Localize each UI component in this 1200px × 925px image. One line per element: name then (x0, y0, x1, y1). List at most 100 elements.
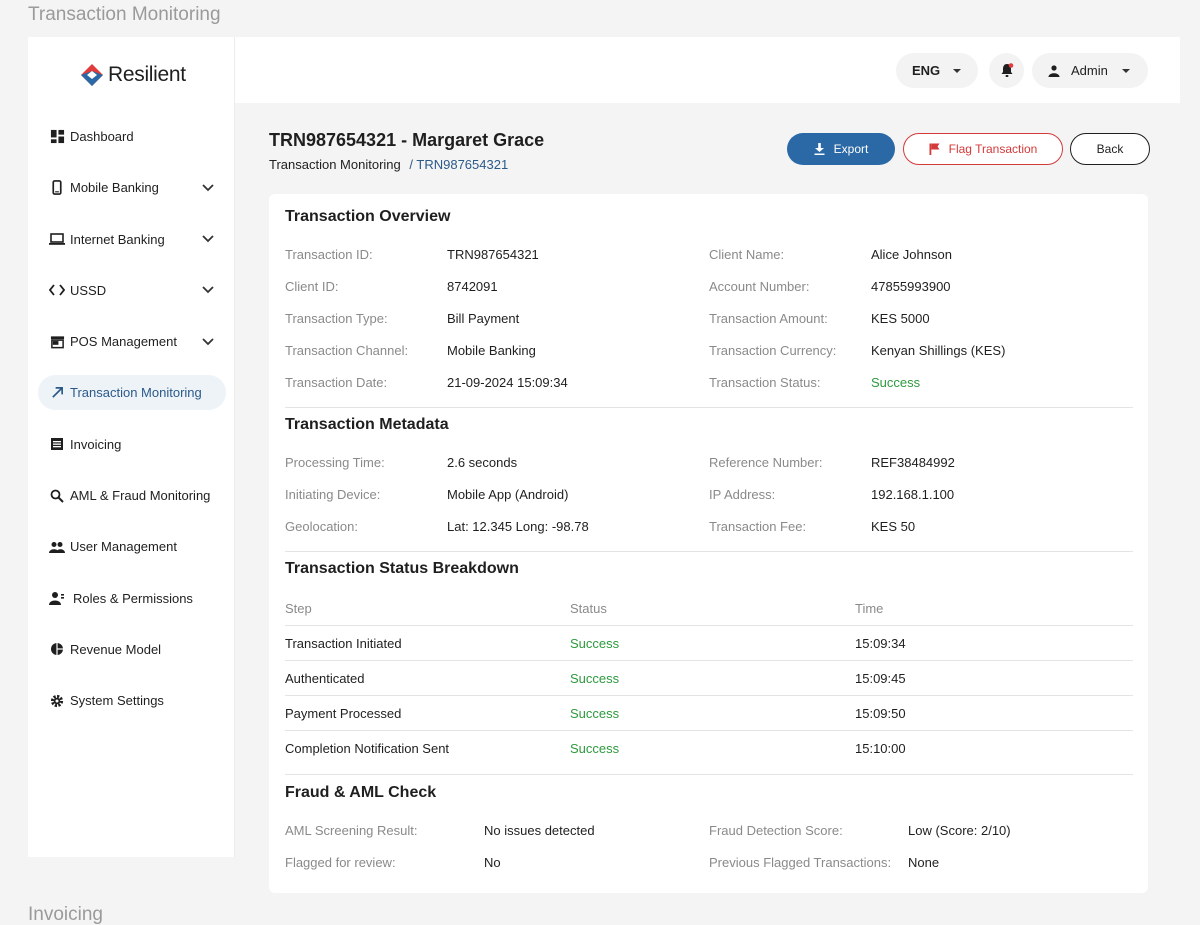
caret-down-icon (953, 68, 962, 73)
table-cell-status: Success (570, 741, 620, 756)
sidebar-item-label: User Management (70, 539, 177, 555)
table-cell-step: Authenticated (285, 671, 365, 686)
breadcrumb-parent[interactable]: Transaction Monitoring (269, 157, 401, 172)
bell-icon (1001, 63, 1013, 77)
field-label: Fraud Detection Score: (709, 823, 843, 838)
dashboard-icon (49, 129, 65, 145)
sidebar-item-revenue-model[interactable]: Revenue Model (38, 632, 226, 667)
store-icon (49, 334, 65, 350)
sidebar: Resilient Dashboard Mobile Banking Inter… (28, 37, 235, 857)
table-cell-time: 15:09:50 (855, 706, 906, 721)
field-label: Transaction Currency: (709, 343, 837, 358)
field-value: No issues detected (484, 823, 595, 838)
back-label: Back (1096, 142, 1124, 156)
field-label: Geolocation: (285, 519, 358, 534)
sidebar-item-roles-permissions[interactable]: Roles & Permissions (38, 581, 226, 616)
sidebar-item-label: POS Management (70, 334, 177, 350)
sidebar-item-transaction-monitoring[interactable]: Transaction Monitoring (38, 375, 226, 411)
back-button[interactable]: Back (1070, 133, 1150, 165)
sidebar-item-ussd[interactable]: USSD (38, 273, 226, 308)
export-button[interactable]: Export (787, 133, 895, 165)
breadcrumb: Transaction Monitoring / TRN987654321 (269, 157, 544, 172)
logo[interactable]: Resilient (80, 63, 186, 87)
user-name: Admin (1071, 63, 1108, 78)
pie-chart-icon (49, 641, 65, 657)
field-label: Initiating Device: (285, 487, 381, 502)
gear-icon (49, 693, 65, 709)
table-cell-status: Success (570, 671, 620, 686)
receipt-icon (49, 436, 65, 452)
chevron-down-icon[interactable] (202, 336, 214, 348)
user-menu[interactable]: Admin (1032, 53, 1148, 88)
field-label: AML Screening Result: (285, 823, 418, 838)
sidebar-item-label: Roles & Permissions (73, 590, 193, 606)
chevron-down-icon[interactable] (202, 182, 214, 194)
sidebar-item-system-settings[interactable]: System Settings (38, 683, 226, 718)
user-key-icon (49, 590, 65, 606)
sidebar-item-pos-management[interactable]: POS Management (38, 324, 226, 359)
field-value: No (484, 855, 501, 870)
sidebar-item-label: System Settings (70, 693, 164, 709)
section-title-fraud-aml: Fraud & AML Check (285, 784, 437, 801)
notifications-button[interactable] (989, 53, 1024, 88)
field-label: IP Address: (709, 487, 776, 502)
transaction-details-card: Transaction Overview Transaction ID: TRN9… (269, 194, 1148, 893)
users-icon (49, 539, 65, 555)
breadcrumb-separator: / (409, 157, 413, 172)
sidebar-item-label: Invoicing (70, 436, 122, 452)
sidebar-item-aml-fraud-monitoring[interactable]: AML & Fraud Monitoring (38, 478, 226, 513)
table-cell-status: Success (570, 636, 620, 651)
sidebar-item-label: Internet Banking (70, 231, 165, 247)
arrow-up-right-icon (49, 385, 65, 401)
chevron-down-icon[interactable] (202, 284, 214, 296)
field-label: Transaction Date: (285, 375, 388, 390)
page-label-top: Transaction Monitoring (28, 4, 221, 25)
sidebar-item-label: Transaction Monitoring (70, 385, 202, 401)
resilient-logo-icon (81, 64, 103, 86)
sidebar-item-internet-banking[interactable]: Internet Banking (38, 222, 226, 257)
field-value: 192.168.1.100 (871, 487, 955, 502)
download-icon (814, 143, 825, 155)
divider (285, 407, 1133, 408)
user-icon (1048, 64, 1060, 77)
field-value: TRN987654321 (447, 247, 539, 262)
table-divider (285, 625, 1133, 626)
field-value: Mobile Banking (447, 343, 536, 358)
table-cell-step: Payment Processed (285, 706, 402, 721)
page-title: TRN987654321 - Margaret Grace (269, 130, 545, 150)
breadcrumb-current: TRN987654321 (416, 157, 509, 172)
sidebar-item-label: Mobile Banking (70, 180, 159, 196)
column-header-status: Status (570, 601, 607, 616)
flag-icon (929, 143, 940, 155)
language-label: ENG (912, 63, 941, 78)
field-value: 47855993900 (871, 279, 951, 294)
flag-label: Flag Transaction (948, 142, 1038, 156)
page-label-bottom: Invoicing (28, 904, 103, 925)
search-icon (49, 488, 65, 504)
flag-transaction-button[interactable]: Flag Transaction (903, 133, 1063, 165)
field-value: 21-09-2024 15:09:34 (447, 375, 568, 390)
column-header-time: Time (855, 601, 884, 616)
app-window: Resilient Dashboard Mobile Banking Inter… (28, 37, 1180, 925)
field-label: Client Name: (709, 247, 785, 262)
language-selector[interactable]: ENG (896, 53, 978, 88)
section-title-status-breakdown: Transaction Status Breakdown (285, 560, 519, 577)
field-label: Transaction Channel: (285, 343, 409, 358)
sidebar-item-user-management[interactable]: User Management (38, 529, 226, 564)
sidebar-item-invoicing[interactable]: Invoicing (38, 427, 226, 462)
divider (285, 774, 1133, 775)
table-cell-time: 15:09:45 (855, 671, 906, 686)
table-divider (285, 695, 1133, 696)
table-divider (285, 730, 1133, 731)
export-label: Export (833, 142, 869, 156)
sidebar-item-mobile-banking[interactable]: Mobile Banking (38, 170, 226, 205)
chevron-down-icon[interactable] (202, 233, 214, 245)
field-label: Account Number: (709, 279, 810, 294)
code-icon (49, 282, 65, 298)
phone-icon (49, 180, 65, 196)
sidebar-item-dashboard[interactable]: Dashboard (38, 119, 226, 154)
field-label: Client ID: (285, 279, 339, 294)
field-value: KES 50 (871, 519, 916, 534)
field-label: Flagged for review: (285, 855, 396, 870)
field-label: Transaction Amount: (709, 311, 828, 326)
